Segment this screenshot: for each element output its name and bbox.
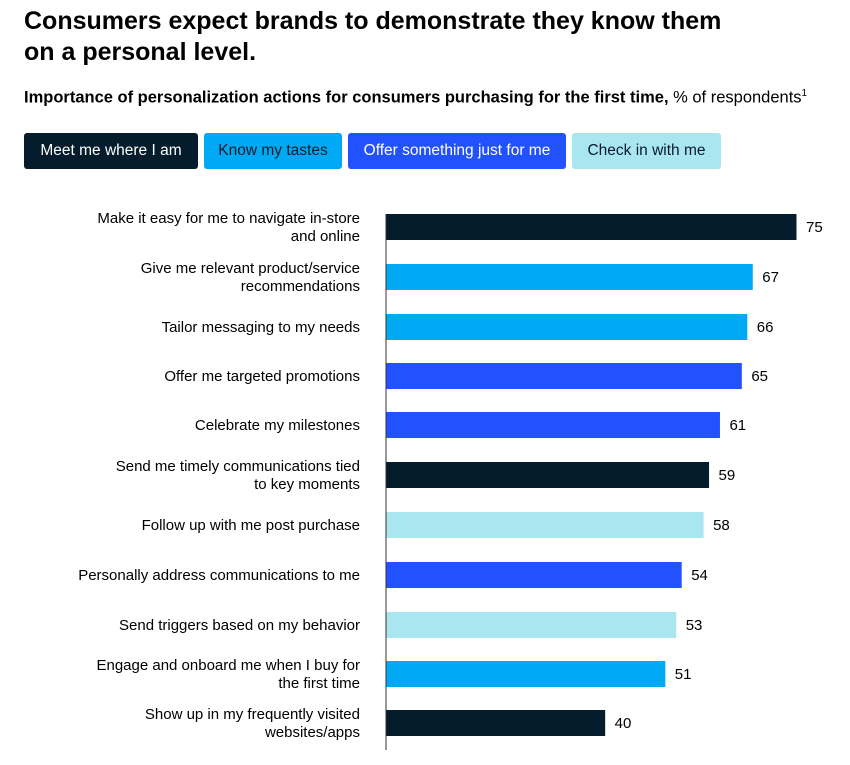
chart-title-line2: on a personal level. [24,38,257,66]
bar-10 [386,661,666,687]
bar-value-label: 66 [757,319,774,336]
chart-subtitle: Importance of personalization actions fo… [24,84,844,108]
category-label-line: Offer me targeted promotions [164,368,360,385]
category-label-line: Show up in my frequently visited [145,706,360,723]
category-label-line: Make it easy for me to navigate in-store [97,210,360,227]
bar-value-label: 61 [729,417,746,434]
chart-title-line1: Consumers expect brands to demonstrate t… [24,7,722,35]
category-label-line: Celebrate my milestones [195,417,360,434]
bar-value-label: 75 [806,219,823,236]
bar-2 [386,264,753,290]
category-label-line: Follow up with me post purchase [142,517,360,534]
legend-label: Check in with me [587,142,706,159]
bar-7 [386,512,704,538]
category-label: Show up in my frequently visited websites… [145,706,360,741]
bar-3 [386,314,748,340]
category-label: Offer me targeted promotions [164,368,360,385]
category-label-line: the first time [278,675,360,692]
category-label: Send triggers based on my behavior [119,617,360,634]
bar-value-label: 53 [686,617,703,634]
bar-value-label: 40 [615,715,632,732]
legend-meet-me-where-i-am[interactable]: Meet me where I am [24,133,198,169]
category-label: Make it easy for me to navigate in-store… [97,210,360,245]
bar-value-label: 67 [762,269,779,286]
category-label: Give me relevant product/service recommen… [141,260,360,295]
category-label: Engage and onboard me when I buy for the … [96,657,360,692]
legend-offer-something-just-for-me[interactable]: Offer something just for me [348,133,566,169]
category-label: Celebrate my milestones [195,417,360,434]
category-label-line: Personally address communications to me [78,567,360,584]
category-label-line: Tailor messaging to my needs [162,319,360,336]
category-label-line: Send me timely communications tied [116,458,360,475]
bar-4 [386,363,742,389]
subtitle-unit: % of respondents [668,88,802,107]
bar-9 [386,612,677,638]
bar-value-label: 65 [751,368,768,385]
subtitle-main: Importance of personalization actions fo… [24,88,669,107]
legend-check-in-with-me[interactable]: Check in with me [572,133,721,169]
category-label: Follow up with me post purchase [142,517,360,534]
bar-8 [386,562,682,588]
bar-6 [386,462,710,488]
category-label-line: recommendations [241,278,360,295]
category-label: Personally address communications to me [78,567,360,584]
bar-5 [386,412,720,438]
bar-value-label: 59 [719,467,736,484]
subtitle-footnote: 1 [801,88,808,99]
category-label-line: to key moments [254,476,360,493]
chart-title: Consumers expect brands to demonstrate t… [24,6,824,68]
legend-know-my-tastes[interactable]: Know my tastes [204,133,342,169]
legend-label: Meet me where I am [40,142,182,159]
bar-value-label: 51 [675,666,692,683]
bar-1 [386,214,797,240]
category-label-line: Engage and onboard me when I buy for [96,657,360,674]
category-label-line: websites/apps [264,724,360,741]
category-label-line: Send triggers based on my behavior [119,617,360,634]
category-label: Tailor messaging to my needs [162,319,360,336]
category-label: Send me timely communications tied to key… [116,458,360,493]
legend-label: Offer something just for me [363,142,551,159]
category-label-line: Give me relevant product/service [141,260,360,277]
bar-value-label: 54 [691,567,708,584]
legend-label: Know my tastes [218,142,328,159]
bar-chart: 75 Make it easy for me to navigate in-sto… [78,210,823,750]
bar-value-label: 58 [713,517,730,534]
category-label-line: and online [291,228,360,245]
bar-11 [386,710,606,736]
